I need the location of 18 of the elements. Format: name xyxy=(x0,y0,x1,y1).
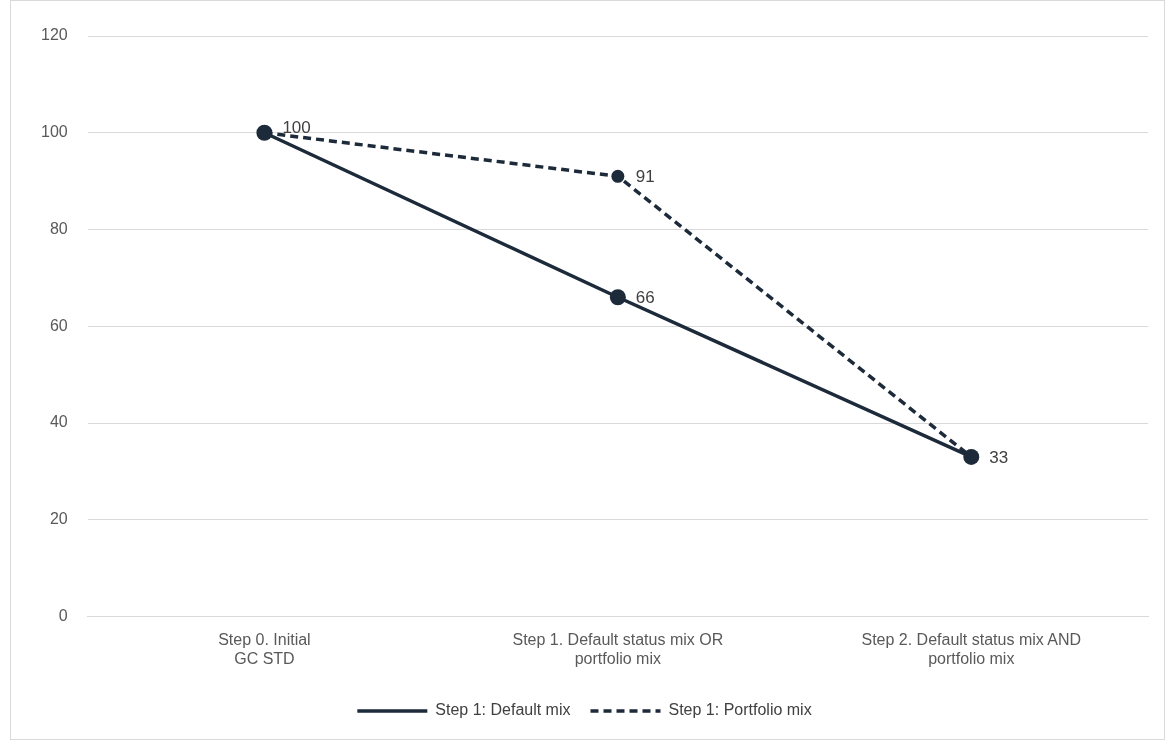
y-tick-label: 60 xyxy=(49,316,68,334)
x-tick-label: Step 1. Default status mix OR portfolio mix xyxy=(512,630,724,667)
x-tick-label: Step 0. Initial GC STD xyxy=(218,630,311,667)
y-tick-label: 120 xyxy=(40,26,68,44)
data-label: 66 xyxy=(635,287,655,307)
point xyxy=(611,169,625,183)
point xyxy=(609,289,626,306)
y-tick-label: 100 xyxy=(40,123,68,141)
legend-label: Step 1: Portfolio mix xyxy=(668,701,812,719)
y-tick-label: 20 xyxy=(49,510,68,528)
x-tick-label: Step 2. Default status mix AND portfolio mix xyxy=(861,630,1082,667)
y-tick-label: 80 xyxy=(49,219,68,237)
y-tick-label: 40 xyxy=(49,413,68,431)
data-label: 91 xyxy=(635,167,655,186)
data-label: 100 xyxy=(282,118,311,138)
data-label: 33 xyxy=(989,447,1009,467)
legend-label: Step 1: Default mix xyxy=(435,701,571,719)
y-tick-label: 0 xyxy=(58,607,68,625)
